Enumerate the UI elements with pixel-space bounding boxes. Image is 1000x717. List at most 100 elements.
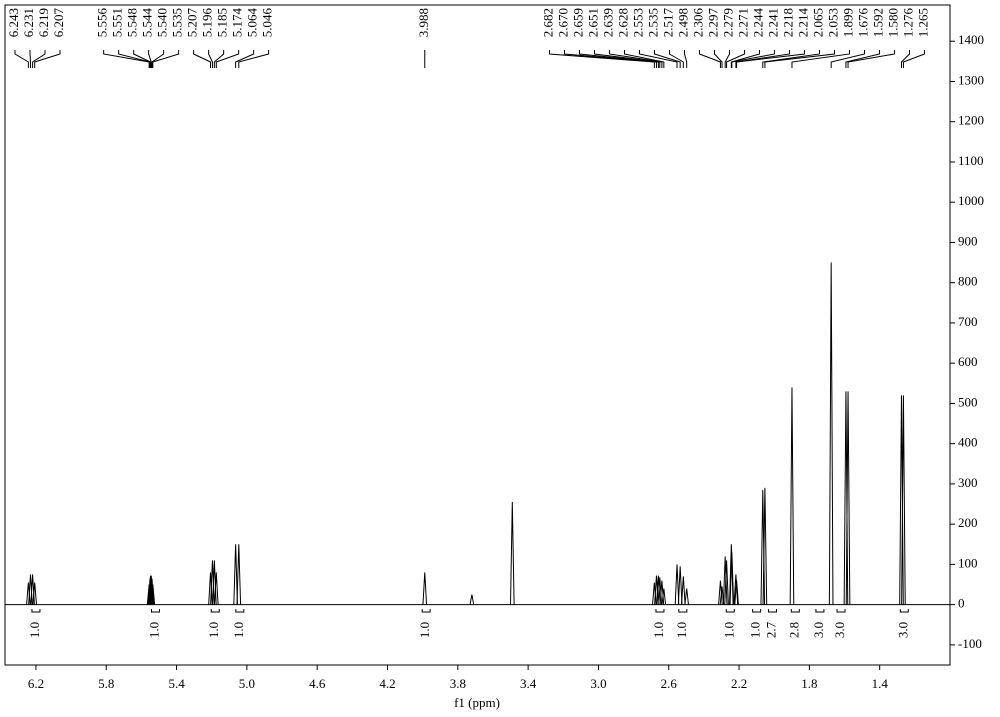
integral-label: 1.0 <box>721 622 736 638</box>
integral-bracket <box>790 609 800 613</box>
peak <box>150 584 156 605</box>
peak <box>845 391 851 605</box>
peak <box>718 580 723 605</box>
x-tick-label: 2.2 <box>731 676 747 691</box>
peak-label: 2.670 <box>555 8 570 37</box>
y-tick-label: 500 <box>958 394 978 409</box>
peak-label: 2.053 <box>825 8 840 37</box>
peak <box>681 576 686 605</box>
peak-label-connector <box>593 50 661 68</box>
peak <box>149 578 155 605</box>
x-tick-label: 4.2 <box>379 676 395 691</box>
peak <box>148 575 154 605</box>
peak-label-connector <box>698 50 721 68</box>
integral-bracket <box>235 609 245 613</box>
x-tick-label: 4.6 <box>309 676 326 691</box>
integral-label: 1.0 <box>748 622 763 638</box>
peak <box>789 387 795 605</box>
peak <box>684 588 689 605</box>
peak-label: 5.544 <box>140 8 155 38</box>
peak-label-connector <box>208 50 213 68</box>
peak-label-connector <box>238 50 270 68</box>
peak-label: 2.214 <box>795 8 810 38</box>
peak-label-connector <box>32 50 46 68</box>
integral-bracket <box>752 609 762 613</box>
x-tick-label: 5.0 <box>239 676 255 691</box>
integral-label: 1.0 <box>206 622 221 638</box>
y-tick-label: 700 <box>958 314 978 329</box>
peak-label: 6.231 <box>21 8 36 37</box>
peak-label: 2.271 <box>735 8 750 37</box>
peak-label-connector <box>103 50 150 68</box>
peak-label: 1.592 <box>870 8 885 37</box>
peak-label-connector <box>736 50 805 68</box>
peak-label-connector <box>148 50 152 68</box>
peak-label-connector <box>668 50 684 68</box>
integral-bracket <box>421 609 431 613</box>
peak-label: 5.551 <box>110 8 125 37</box>
peak-label: 5.064 <box>245 8 260 38</box>
peak-label-connector <box>193 50 211 68</box>
peak-label-connector <box>845 50 880 68</box>
peak-label: 5.046 <box>260 8 275 38</box>
peak-label: 2.535 <box>645 8 660 37</box>
peak-label: 6.219 <box>36 8 51 37</box>
plot-frame <box>4 4 951 666</box>
integral-bracket <box>725 609 735 613</box>
integral-bracket <box>678 609 688 613</box>
peak-label-connector <box>152 50 180 68</box>
peak-label-connector <box>724 50 730 68</box>
y-tick-label: 1100 <box>958 153 984 168</box>
y-tick-label: -100 <box>958 636 982 651</box>
integral-bracket <box>210 609 220 613</box>
peak-label: 1.265 <box>915 8 930 37</box>
peak-label-connector <box>235 50 255 68</box>
peak <box>734 580 739 605</box>
peak <box>32 582 38 605</box>
peak-label: 2.065 <box>810 8 825 37</box>
peak-label: 5.548 <box>125 8 140 37</box>
peak-label-connector <box>14 50 29 68</box>
integral-bracket <box>150 609 160 613</box>
y-tick-label: 200 <box>958 515 978 530</box>
peak-label: 5.207 <box>185 8 200 38</box>
peak <box>656 575 661 605</box>
peak <box>901 395 906 605</box>
x-tick-label: 6.2 <box>28 676 44 691</box>
integral-label: 1.0 <box>146 622 161 638</box>
integral-label: 2.8 <box>786 622 801 638</box>
peak-label: 5.196 <box>200 8 215 38</box>
peak <box>661 588 667 605</box>
integral-bracket <box>899 609 909 613</box>
peak <box>208 572 213 605</box>
peak-label-connector <box>726 50 745 68</box>
peak <box>724 560 729 605</box>
y-tick-label: 0 <box>958 596 965 611</box>
peak <box>233 544 238 605</box>
peak-label: 1.580 <box>885 8 900 37</box>
peak <box>510 502 515 605</box>
peak-label: 2.241 <box>765 8 780 37</box>
integral-bracket <box>655 609 665 613</box>
peak-label: 6.207 <box>51 8 66 38</box>
peak-label: 1.276 <box>900 8 915 38</box>
peak <box>828 262 834 605</box>
integral-label: 3.0 <box>811 622 826 638</box>
peak-label-connector <box>638 50 678 68</box>
peak-label: 2.651 <box>585 8 600 37</box>
peak <box>762 487 768 605</box>
integral-bracket <box>31 609 41 613</box>
peak-label: 5.174 <box>230 8 245 38</box>
x-tick-label: 2.6 <box>661 676 678 691</box>
peak-label-connector <box>623 50 665 68</box>
peak-label-connector <box>34 50 61 68</box>
peak-label-connector <box>735 50 790 68</box>
peak-label: 2.659 <box>570 8 585 37</box>
peak-label-connector <box>683 50 688 68</box>
x-tick-label: 3.0 <box>590 676 606 691</box>
peak-label: 6.243 <box>6 8 21 37</box>
y-tick-label: 600 <box>958 354 978 369</box>
peak-label-connector <box>764 50 835 68</box>
peak-label-connector <box>548 50 655 68</box>
peak-label-connector <box>731 50 775 68</box>
